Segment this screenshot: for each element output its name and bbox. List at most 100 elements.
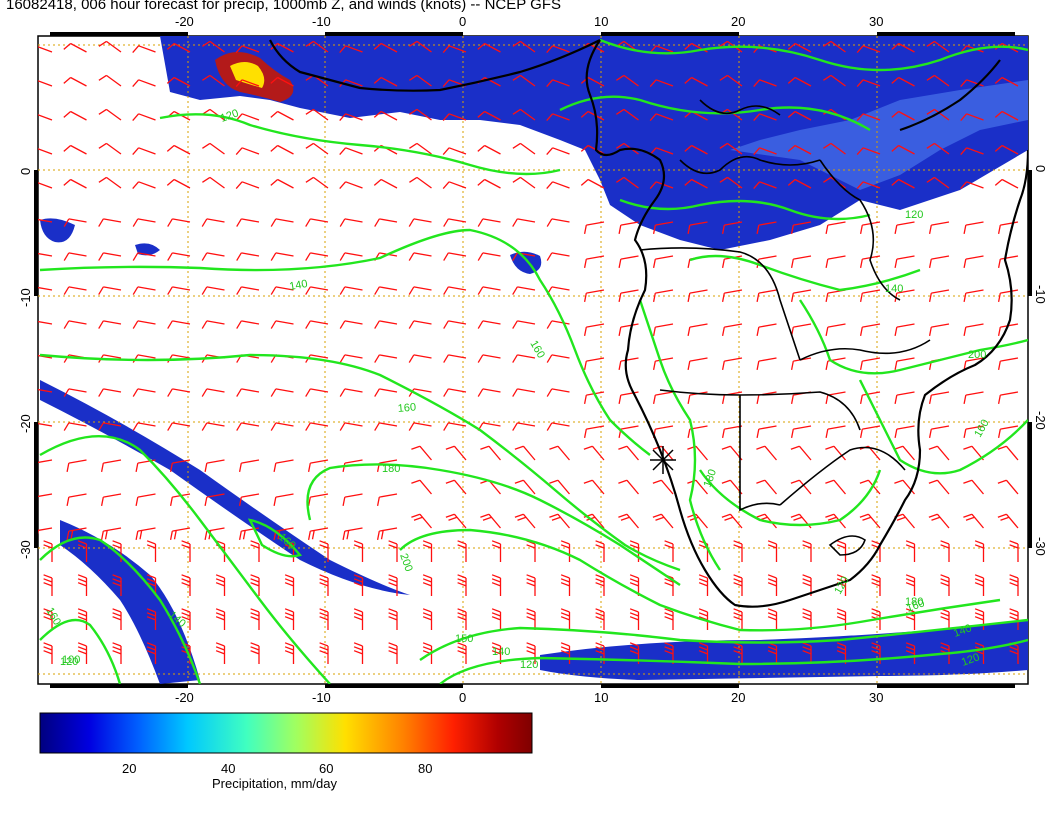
lon-label-top: -20 [175, 14, 194, 29]
wind-barb [546, 422, 570, 431]
contour-label: 120 [520, 659, 538, 671]
wind-barb [856, 45, 881, 54]
wind-barb [373, 110, 398, 121]
wind-barb [960, 113, 984, 122]
wind-barb [767, 608, 778, 630]
wind-barb [512, 176, 536, 189]
wind-barb [98, 320, 122, 329]
wind-barb [583, 425, 605, 439]
wind-barb [546, 45, 570, 54]
wind-barb [305, 108, 329, 121]
wind-barb [38, 459, 53, 464]
wind-barb [928, 255, 950, 269]
wind-barb [38, 388, 53, 393]
wind-barb [960, 79, 984, 88]
colorbar-label: Precipitation, mm/day [212, 776, 337, 791]
wind-barb [926, 176, 950, 189]
lat-label-right: 0 [1033, 165, 1048, 172]
wind-barb [63, 320, 87, 329]
wind-barb [43, 608, 53, 630]
wind-barb [112, 608, 122, 630]
wind-barb [618, 323, 639, 337]
wind-barb [618, 513, 639, 529]
wind-barb [512, 320, 536, 329]
wind-barb [583, 357, 605, 371]
wind-barb [595, 540, 605, 562]
wind-barb [132, 388, 156, 397]
wind-barb [905, 608, 916, 630]
wind-barb [250, 608, 260, 630]
wind-barb [963, 255, 984, 269]
lon-label-bottom: 20 [731, 690, 745, 705]
wind-barb [307, 527, 329, 541]
wind-barb [823, 142, 846, 155]
colorbar-tick: 20 [122, 761, 136, 776]
wind-barb [595, 642, 605, 664]
wind-barb [373, 76, 398, 87]
wind-barb [38, 493, 53, 498]
wind-barb [928, 513, 950, 529]
contour-label: 150 [455, 633, 473, 645]
wind-barb [443, 218, 467, 227]
wind-barb [112, 574, 122, 596]
wind-barb [409, 74, 432, 87]
wind-barb [514, 445, 536, 461]
wind-barb [514, 479, 536, 495]
wind-barb [1009, 574, 1019, 596]
wind-barb [63, 286, 87, 295]
wind-barb [859, 391, 881, 405]
wind-barb [204, 459, 225, 473]
wind-barb [894, 445, 915, 461]
wind-barb [512, 108, 536, 121]
wind-barb [580, 178, 605, 189]
wind-barb [546, 113, 570, 122]
wind-barb [132, 79, 156, 88]
wind-barb [480, 445, 501, 461]
wind-barb [618, 479, 639, 495]
wind-barb [894, 479, 915, 495]
graticule [38, 36, 1028, 684]
wind-barb [388, 608, 398, 630]
wind-barb [98, 176, 122, 189]
wind-barb [376, 493, 398, 507]
frame-ticks [34, 32, 1032, 688]
wind-barb [169, 459, 191, 473]
wind-barb [974, 642, 985, 664]
wind-barb [546, 181, 570, 190]
wind-barb [756, 221, 777, 235]
wind-barb [201, 218, 225, 227]
wind-barb [859, 425, 881, 439]
wind-barb [787, 76, 812, 87]
wind-barb [77, 608, 88, 630]
wind-barb [457, 608, 467, 630]
wind-barb [411, 445, 432, 461]
wind-barb [63, 218, 87, 227]
wind-barb [753, 181, 777, 190]
wind-barb [38, 252, 53, 257]
wind-barb [339, 113, 363, 122]
wind-barb [236, 286, 260, 295]
wind-barb [374, 422, 398, 431]
wind-barb [374, 286, 398, 295]
wind-barb [549, 445, 570, 461]
wind-barb [583, 479, 605, 495]
wind-barb [181, 608, 191, 630]
wind-barb [132, 113, 156, 122]
wind-barb [618, 255, 639, 269]
wind-barb [719, 176, 743, 189]
wind-barb [373, 178, 398, 189]
wind-barb [342, 459, 363, 473]
wind-barb [477, 110, 501, 121]
wind-barb [928, 425, 950, 439]
wind-barb [270, 218, 294, 227]
wind-barb [560, 608, 571, 630]
wind-barb [339, 354, 363, 363]
wind-barb [583, 323, 605, 337]
wind-barb [480, 513, 501, 529]
wind-barb [560, 574, 571, 596]
wind-barb [836, 574, 847, 596]
wind-barb [721, 221, 743, 235]
wind-barb [238, 527, 260, 541]
wind-barb [270, 252, 294, 261]
wind-barb [491, 642, 502, 664]
